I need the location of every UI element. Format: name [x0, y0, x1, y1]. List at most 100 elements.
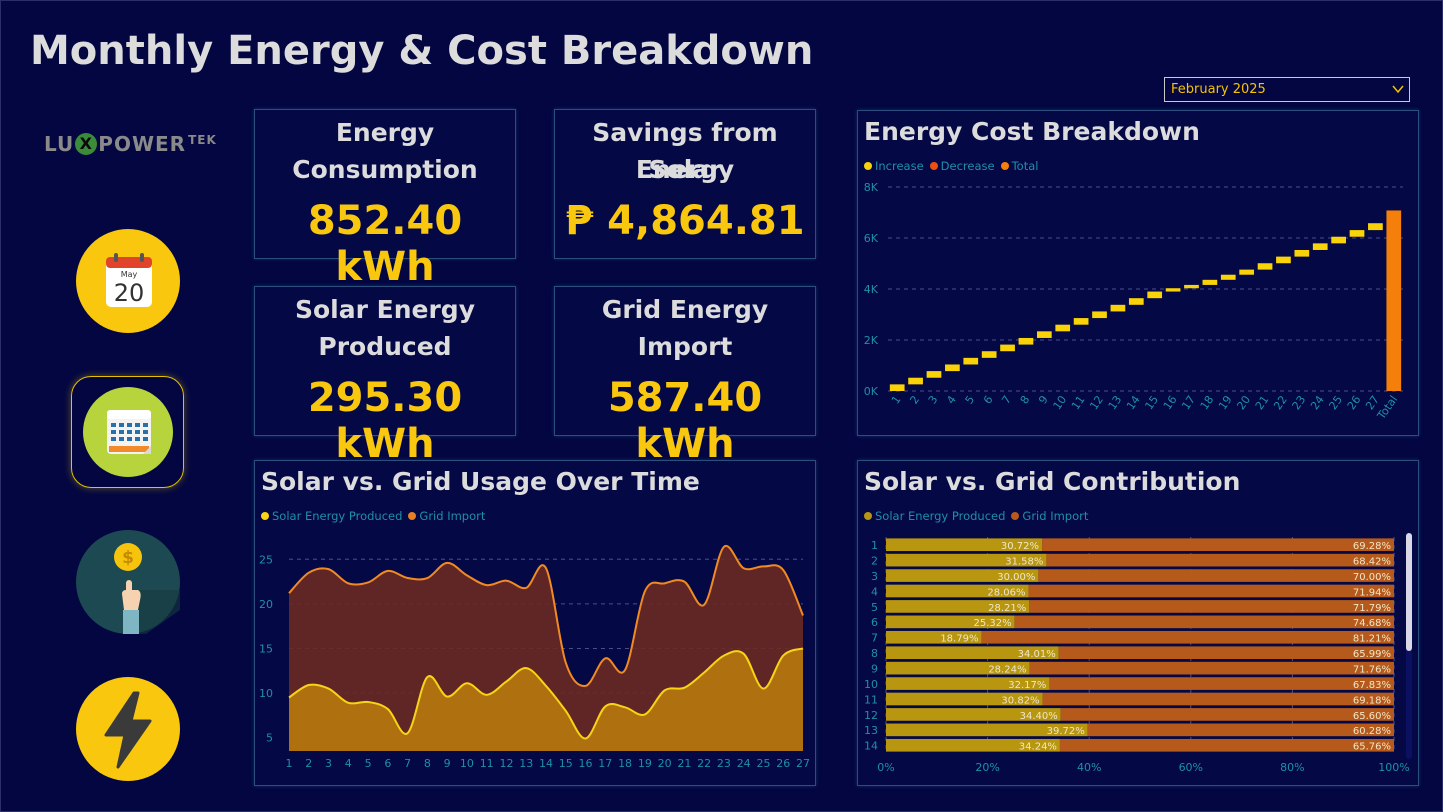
solar-produced-area	[289, 648, 803, 751]
page-title: Monthly Energy & Cost Breakdown	[30, 28, 814, 74]
grid-bar-segment	[1029, 600, 1394, 613]
grid-bar-segment	[1029, 661, 1394, 675]
waterfall-bar	[1276, 256, 1291, 264]
x-tick-label: 3	[926, 393, 941, 406]
kpi-label-line2: Energy	[635, 155, 735, 184]
solar-bar-segment	[886, 661, 1030, 675]
calendar-date-icon: May 20	[76, 229, 180, 333]
x-tick-label: 4	[944, 393, 959, 406]
y-tick-label: 13	[864, 724, 878, 737]
waterfall-bar	[1073, 318, 1089, 325]
y-tick-label: 9	[871, 662, 878, 675]
waterfall-bar	[1294, 249, 1310, 257]
waterfall-bar	[1036, 331, 1052, 338]
x-tick-label: 5	[365, 757, 372, 770]
x-tick-label: 12	[1087, 393, 1106, 412]
legend-dot	[1000, 162, 1009, 170]
kpi-value: ₱ 4,864.81	[565, 198, 805, 244]
grid-data-label: 69.28%	[1353, 541, 1391, 552]
x-tick-label: 0%	[877, 761, 894, 774]
x-tick-label: 23	[717, 757, 731, 770]
x-tick-label: 25	[1326, 393, 1345, 412]
x-tick-label: 8	[1018, 393, 1033, 406]
scrollbar-thumb[interactable]	[1406, 533, 1412, 651]
x-tick-label: 2	[907, 393, 922, 406]
solar-bar-segment	[886, 615, 1015, 629]
solar-data-label: 34.01%	[1018, 649, 1056, 660]
solar-bar-segment	[886, 538, 1043, 552]
solar-data-label: 31.58%	[1005, 556, 1043, 567]
solar-data-label: 32.17%	[1008, 680, 1046, 691]
x-tick-label: 100%	[1378, 761, 1409, 774]
kpi-label-line2: Produced	[318, 332, 452, 361]
y-tick-label: 0K	[864, 385, 879, 398]
solar-data-label: 34.40%	[1020, 711, 1058, 722]
kpi-label-line2: Import	[637, 332, 733, 361]
cost-breakdown-panel: Energy Cost Breakdown Increase Decrease …	[857, 110, 1419, 436]
grid-data-label: 60.28%	[1353, 726, 1391, 737]
waterfall-bar	[1202, 279, 1218, 285]
x-tick-label: 6	[384, 757, 391, 770]
solar-data-label: 30.82%	[1001, 695, 1039, 706]
solar-data-label: 25.32%	[973, 618, 1011, 629]
kpi-value: 295.30 kWh	[307, 375, 463, 467]
nav-calendar-grid-button[interactable]	[76, 380, 180, 484]
kpi-card-consumption: Energy Consumption 852.40 kWh	[254, 109, 516, 290]
grid-bar-segment	[1038, 569, 1394, 582]
legend-solar: Solar Energy Produced	[864, 509, 1005, 523]
coin-hand-icon: $	[76, 530, 180, 634]
x-tick-label: 60%	[1179, 761, 1203, 774]
waterfall-bar	[1220, 274, 1236, 280]
x-tick-label: 7	[404, 757, 411, 770]
x-tick-label: 11	[480, 757, 494, 770]
y-tick-label: 1	[871, 539, 878, 552]
x-tick-label: Total	[1374, 393, 1400, 422]
legend-dot	[261, 512, 269, 520]
y-tick-label: 3	[871, 570, 878, 583]
waterfall-bar	[963, 357, 979, 365]
x-tick-label: 22	[697, 757, 711, 770]
solar-data-label: 39.72%	[1047, 726, 1085, 737]
solar-bar-segment	[886, 553, 1047, 567]
solar-data-label: 28.06%	[987, 587, 1025, 598]
month-dropdown-value: February 2025	[1171, 82, 1266, 97]
waterfall-bar	[1018, 337, 1034, 345]
y-tick-label: 4K	[864, 283, 879, 296]
x-tick-label: 9	[444, 757, 451, 770]
grid-data-label: 71.76%	[1353, 664, 1391, 675]
x-tick-label: 12	[499, 757, 513, 770]
legend-dot	[864, 512, 872, 520]
kpi-value: 587.40 kWh	[607, 375, 763, 467]
solar-bar-segment	[886, 600, 1030, 613]
waterfall-total-bar	[1386, 210, 1402, 391]
nav-selected-frame	[71, 376, 184, 488]
nav-coin-hand-button[interactable]: $	[76, 530, 180, 634]
x-tick-label: 18	[618, 757, 632, 770]
waterfall-bar	[1368, 223, 1383, 231]
x-tick-label: 27	[796, 757, 810, 770]
chevron-down-icon[interactable]	[1391, 81, 1405, 104]
x-tick-label: 13	[519, 757, 533, 770]
chart-title: Solar vs. Grid Contribution	[864, 467, 1241, 496]
x-tick-label: 1	[889, 393, 904, 406]
grid-bar-segment	[981, 630, 1394, 644]
nav-calendar-date-button[interactable]: May 20	[76, 229, 180, 333]
x-tick-label: 4	[345, 757, 352, 770]
grid-data-label: 70.00%	[1353, 572, 1391, 583]
kpi-value: 852.40 kWh	[307, 198, 463, 290]
scrollbar-track[interactable]	[1406, 533, 1412, 759]
month-dropdown[interactable]: February 2025	[1164, 77, 1410, 102]
x-tick-label: 6	[981, 393, 996, 406]
waterfall-bar	[1184, 284, 1199, 289]
waterfall-bar	[945, 364, 960, 372]
solar-bar-segment	[886, 708, 1061, 721]
x-tick-label: 5	[963, 393, 978, 406]
x-tick-label: 16	[1161, 393, 1180, 412]
calendar-day: 20	[114, 279, 145, 307]
nav-lightning-button[interactable]	[76, 677, 180, 781]
y-tick-label: 14	[864, 740, 878, 753]
y-tick-label: 2K	[864, 334, 879, 347]
y-tick-label: 11	[864, 693, 878, 706]
legend-dot	[408, 512, 417, 520]
